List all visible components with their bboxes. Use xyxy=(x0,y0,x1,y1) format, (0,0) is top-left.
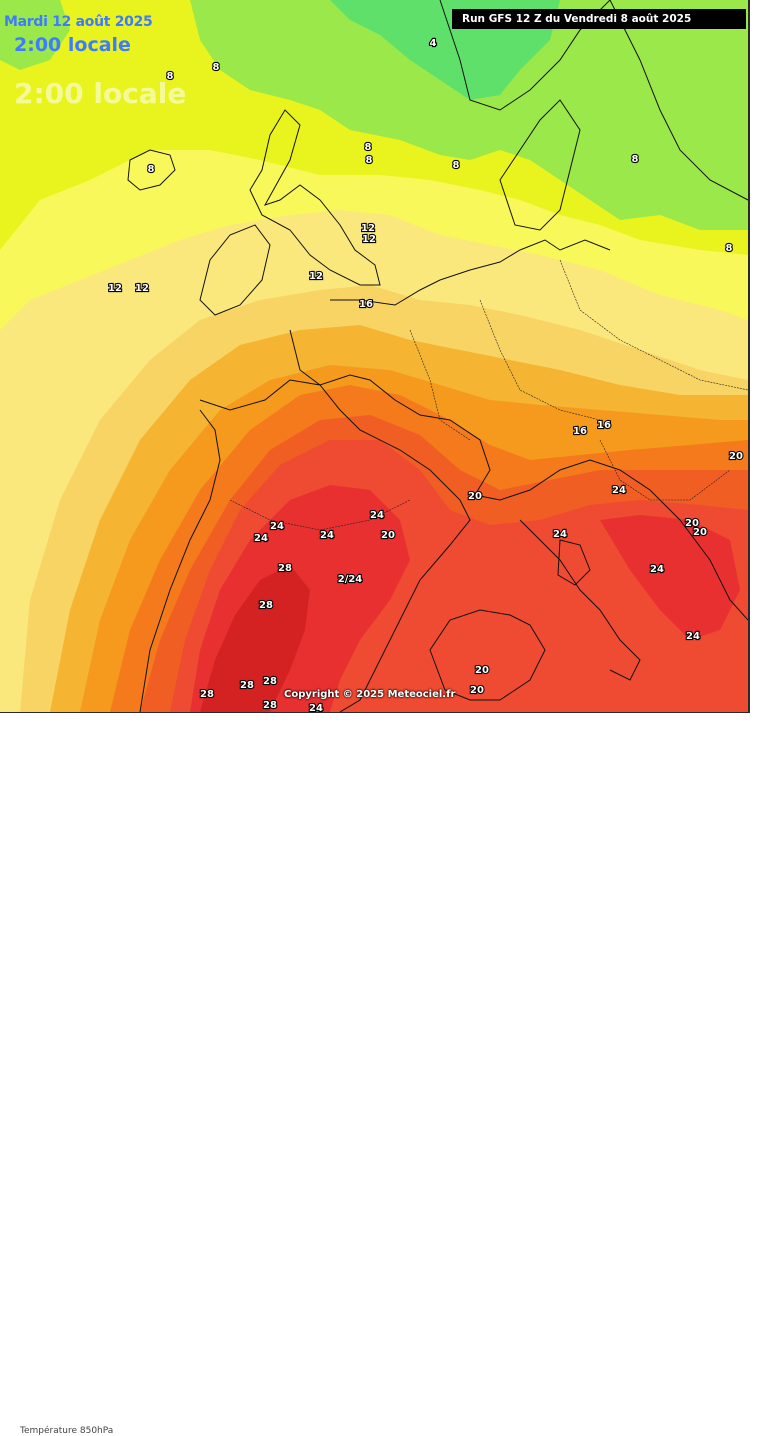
isotherm-label: 24 xyxy=(254,533,268,544)
isotherm-label: 20 xyxy=(468,491,482,502)
italy-coast xyxy=(519,519,641,681)
band-6-8-west xyxy=(0,0,70,70)
isotherm-label: 8 xyxy=(148,164,155,175)
forecast-time: 2:00 locale xyxy=(14,34,131,56)
isotherm-label: 8 xyxy=(726,243,733,254)
footer-caption: Température 850hPa xyxy=(20,1426,114,1436)
isotherm-label: 12 xyxy=(108,283,122,294)
med-north-coast xyxy=(289,329,748,621)
isotherm-label: 12 xyxy=(362,234,376,245)
north-sea-coast xyxy=(330,239,611,306)
isotherm-label: 4 xyxy=(430,38,437,49)
isotherm-label: 12 xyxy=(361,223,375,234)
isotherm-label: 24 xyxy=(309,703,323,712)
isotherm-label: 28 xyxy=(263,700,277,711)
isotherm-label: 24 xyxy=(370,510,384,521)
coastlines xyxy=(127,0,748,712)
isotherm-label: 16 xyxy=(359,299,373,310)
border-b xyxy=(479,299,601,421)
isotherm-label: 28 xyxy=(278,563,292,574)
forecast-date: Mardi 12 août 2025 xyxy=(4,14,153,30)
band-26-28-east xyxy=(600,515,740,640)
isotherm-label: 28 xyxy=(240,680,254,691)
ireland-coast xyxy=(199,224,271,316)
isotherm-label: 2/24 xyxy=(338,574,363,585)
isotherm-label: 16 xyxy=(573,426,587,437)
isotherm-label: 8 xyxy=(366,155,373,166)
isotherm-label: 28 xyxy=(259,600,273,611)
isotherm-label: 8 xyxy=(453,160,460,171)
sardinia-coast xyxy=(429,609,546,701)
isotherm-label: 8 xyxy=(632,154,639,165)
border-c xyxy=(559,259,748,391)
forecast-time-ghost: 2:00 locale xyxy=(14,77,187,110)
isotherm-label: 28 xyxy=(200,689,214,700)
isotherm-label: 20 xyxy=(693,527,707,538)
isotherm-label: 24 xyxy=(320,530,334,541)
copyright-text: Copyright © 2025 Meteociel.fr xyxy=(284,689,456,700)
run-info-text: Run GFS 12 Z du Vendredi 8 août 2025 xyxy=(462,13,692,25)
isotherm-label: 24 xyxy=(270,521,284,532)
isotherm-label: 24 xyxy=(686,631,700,642)
run-info-banner: Run GFS 12 Z du Vendredi 8 août 2025 xyxy=(452,9,746,29)
isotherm-label: 8 xyxy=(167,71,174,82)
iberia-east-coast xyxy=(199,379,471,712)
baltic-coast xyxy=(609,0,748,201)
bottom-margin: Température 850hPa xyxy=(0,713,762,1436)
britain-coast xyxy=(249,109,381,286)
corsica-coast xyxy=(557,539,591,586)
band-6-8 xyxy=(190,0,748,230)
band-28-plus xyxy=(200,565,310,712)
isotherm-label: 28 xyxy=(263,676,277,687)
isotherm-label: 20 xyxy=(685,518,699,529)
iberia-west-coast xyxy=(139,409,221,712)
right-margin xyxy=(750,0,762,713)
isotherm-label: 20 xyxy=(470,685,484,696)
isotherm-label: 8 xyxy=(213,62,220,73)
isotherm-label: 8 xyxy=(365,142,372,153)
denmark-coast xyxy=(499,99,581,231)
isotherm-label: 20 xyxy=(475,665,489,676)
isotherm-label: 20 xyxy=(729,451,743,462)
isotherm-label: 24 xyxy=(612,485,626,496)
scandinavia-coast xyxy=(439,0,611,111)
isotherm-label: 12 xyxy=(309,271,323,282)
island-coast xyxy=(127,149,176,191)
isotherm-label: 16 xyxy=(597,420,611,431)
isotherm-label: 24 xyxy=(650,564,664,575)
temperature-map: 4 8 8 8 8 8 8 8 8 12 12 12 12 12 16 16 16 20 20 20 20 20 20 20 2… xyxy=(0,0,750,713)
isotherm-label: 20 xyxy=(381,530,395,541)
isotherm-label: 24 xyxy=(553,529,567,540)
isotherm-label: 12 xyxy=(135,283,149,294)
borders xyxy=(229,259,748,531)
